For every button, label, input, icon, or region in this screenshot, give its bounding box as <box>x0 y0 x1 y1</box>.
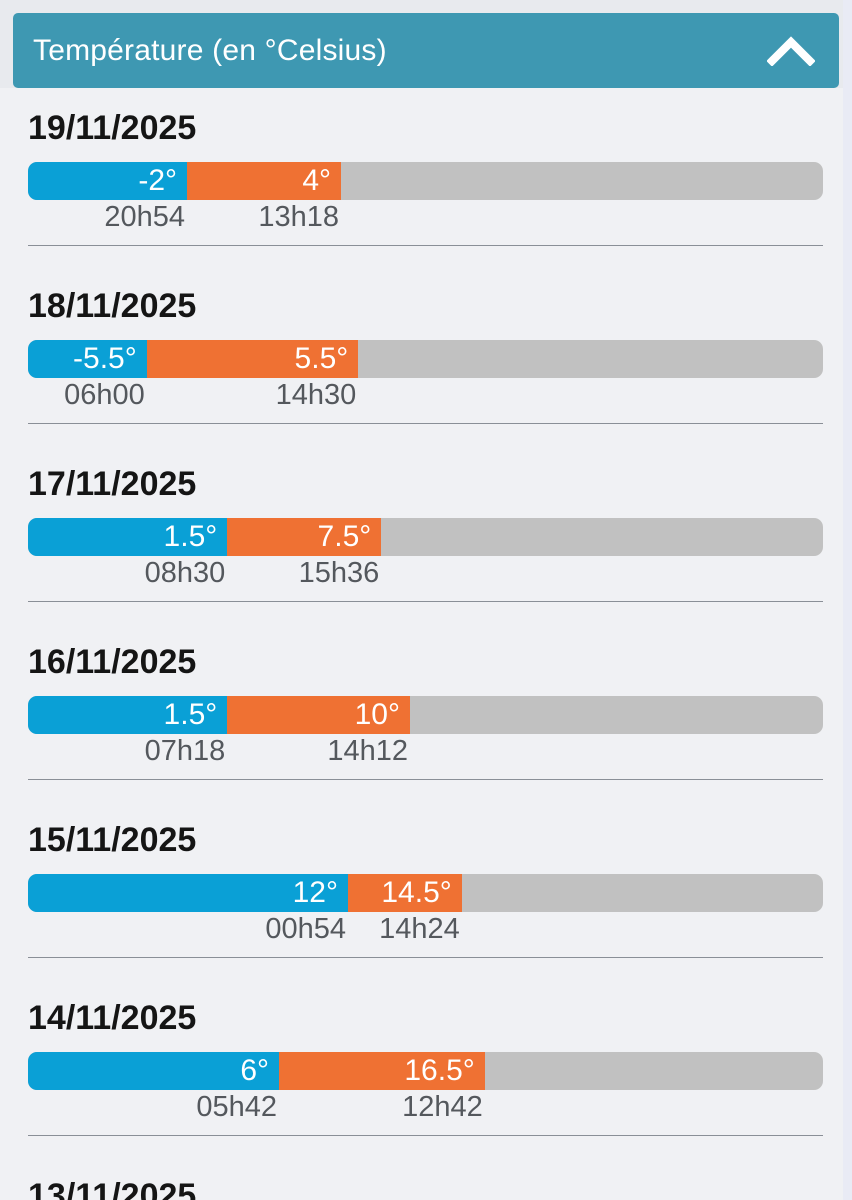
row-divider <box>28 601 823 602</box>
temperature-bar: -2° 4° <box>28 162 823 200</box>
temperature-section-header[interactable]: Température (en °Celsius) <box>13 13 839 88</box>
temperature-bar: 12° 14.5° <box>28 874 823 912</box>
min-temp-label: 6° <box>240 1054 269 1087</box>
max-temp-segment: 5.5° <box>146 340 359 378</box>
min-temp-label: -2° <box>138 164 177 197</box>
max-time-label: 13h18 <box>258 201 339 233</box>
max-temp-label: 16.5° <box>404 1054 475 1087</box>
min-temp-segment: 1.5° <box>28 518 228 556</box>
section-title: Température (en °Celsius) <box>33 33 387 67</box>
day-date: 19/11/2025 <box>28 109 197 147</box>
min-time-label: 06h00 <box>64 379 145 411</box>
time-row: 06h00 14h30 <box>28 378 823 412</box>
day-date: 14/11/2025 <box>28 999 197 1037</box>
day-section: 15/11/2025 12° 14.5° 00h54 14h24 <box>28 820 823 978</box>
min-temp-segment: 1.5° <box>28 696 228 734</box>
max-temp-label: 4° <box>302 164 331 197</box>
day-section: 19/11/2025 -2° 4° 20h54 13h18 <box>28 108 823 266</box>
temperature-bar: 1.5° 7.5° <box>28 518 823 556</box>
min-time-label: 00h54 <box>265 913 346 945</box>
time-row: 07h18 14h12 <box>28 734 823 768</box>
day-date: 16/11/2025 <box>28 643 197 681</box>
max-time-label: 14h30 <box>275 379 357 411</box>
day-section: 16/11/2025 1.5° 10° 07h18 14h12 <box>28 642 823 800</box>
row-divider <box>28 245 823 246</box>
min-temp-segment: -5.5° <box>28 340 147 378</box>
max-temp-segment: 16.5° <box>279 1052 485 1090</box>
min-temp-label: -5.5° <box>73 342 137 375</box>
day-date: 17/11/2025 <box>28 465 197 503</box>
max-temp-segment: 14.5° <box>348 874 462 912</box>
max-temp-segment: 4° <box>187 162 341 200</box>
max-temp-label: 7.5° <box>317 520 372 553</box>
max-temp-label: 5.5° <box>294 342 349 375</box>
row-divider <box>28 423 823 424</box>
max-temp-segment: 10° <box>227 696 410 734</box>
time-row: 20h54 13h18 <box>28 200 823 234</box>
min-time-label: 08h30 <box>144 557 226 589</box>
min-temp-label: 1.5° <box>163 520 218 553</box>
page-edge-strip <box>843 0 852 1200</box>
row-divider <box>28 779 823 780</box>
day-section: 14/11/2025 6° 16.5° 05h42 12h42 <box>28 998 823 1156</box>
row-divider <box>28 1135 823 1136</box>
day-section: 17/11/2025 1.5° 7.5° 08h30 15h36 <box>28 464 823 622</box>
day-date: 13/11/2025 <box>28 1177 197 1200</box>
day-section: 13/11/2025 6.5° 18.5° 00h42 14h42 <box>28 1176 823 1200</box>
max-time-label: 12h42 <box>402 1091 483 1123</box>
temperature-bar: 1.5° 10° <box>28 696 823 734</box>
temperature-bar: -5.5° 5.5° <box>28 340 823 378</box>
time-row: 00h54 14h24 <box>28 912 823 946</box>
time-row: 08h30 15h36 <box>28 556 823 590</box>
row-divider <box>28 957 823 958</box>
max-time-label: 14h24 <box>379 913 460 945</box>
day-date: 18/11/2025 <box>28 287 197 325</box>
max-time-label: 15h36 <box>298 557 380 589</box>
max-temp-label: 14.5° <box>381 876 452 909</box>
min-temp-segment: 12° <box>28 874 348 912</box>
min-temp-label: 1.5° <box>163 698 218 731</box>
day-date: 15/11/2025 <box>28 821 197 859</box>
time-row: 05h42 12h42 <box>28 1090 823 1124</box>
min-temp-segment: -2° <box>28 162 187 200</box>
min-time-label: 05h42 <box>196 1091 277 1123</box>
min-time-label: 07h18 <box>144 735 226 767</box>
max-temp-segment: 7.5° <box>227 518 382 556</box>
min-temp-label: 12° <box>292 876 338 909</box>
chevron-up-icon[interactable] <box>767 35 815 66</box>
min-temp-segment: 6° <box>28 1052 279 1090</box>
temperature-bar: 6° 16.5° <box>28 1052 823 1090</box>
max-time-label: 14h12 <box>327 735 408 767</box>
min-time-label: 20h54 <box>104 201 185 233</box>
daily-temperature-list: 19/11/2025 -2° 4° 20h54 13h18 18/11/2025… <box>0 88 852 1200</box>
max-temp-label: 10° <box>354 698 400 731</box>
day-section: 18/11/2025 -5.5° 5.5° 06h00 14h30 <box>28 286 823 444</box>
